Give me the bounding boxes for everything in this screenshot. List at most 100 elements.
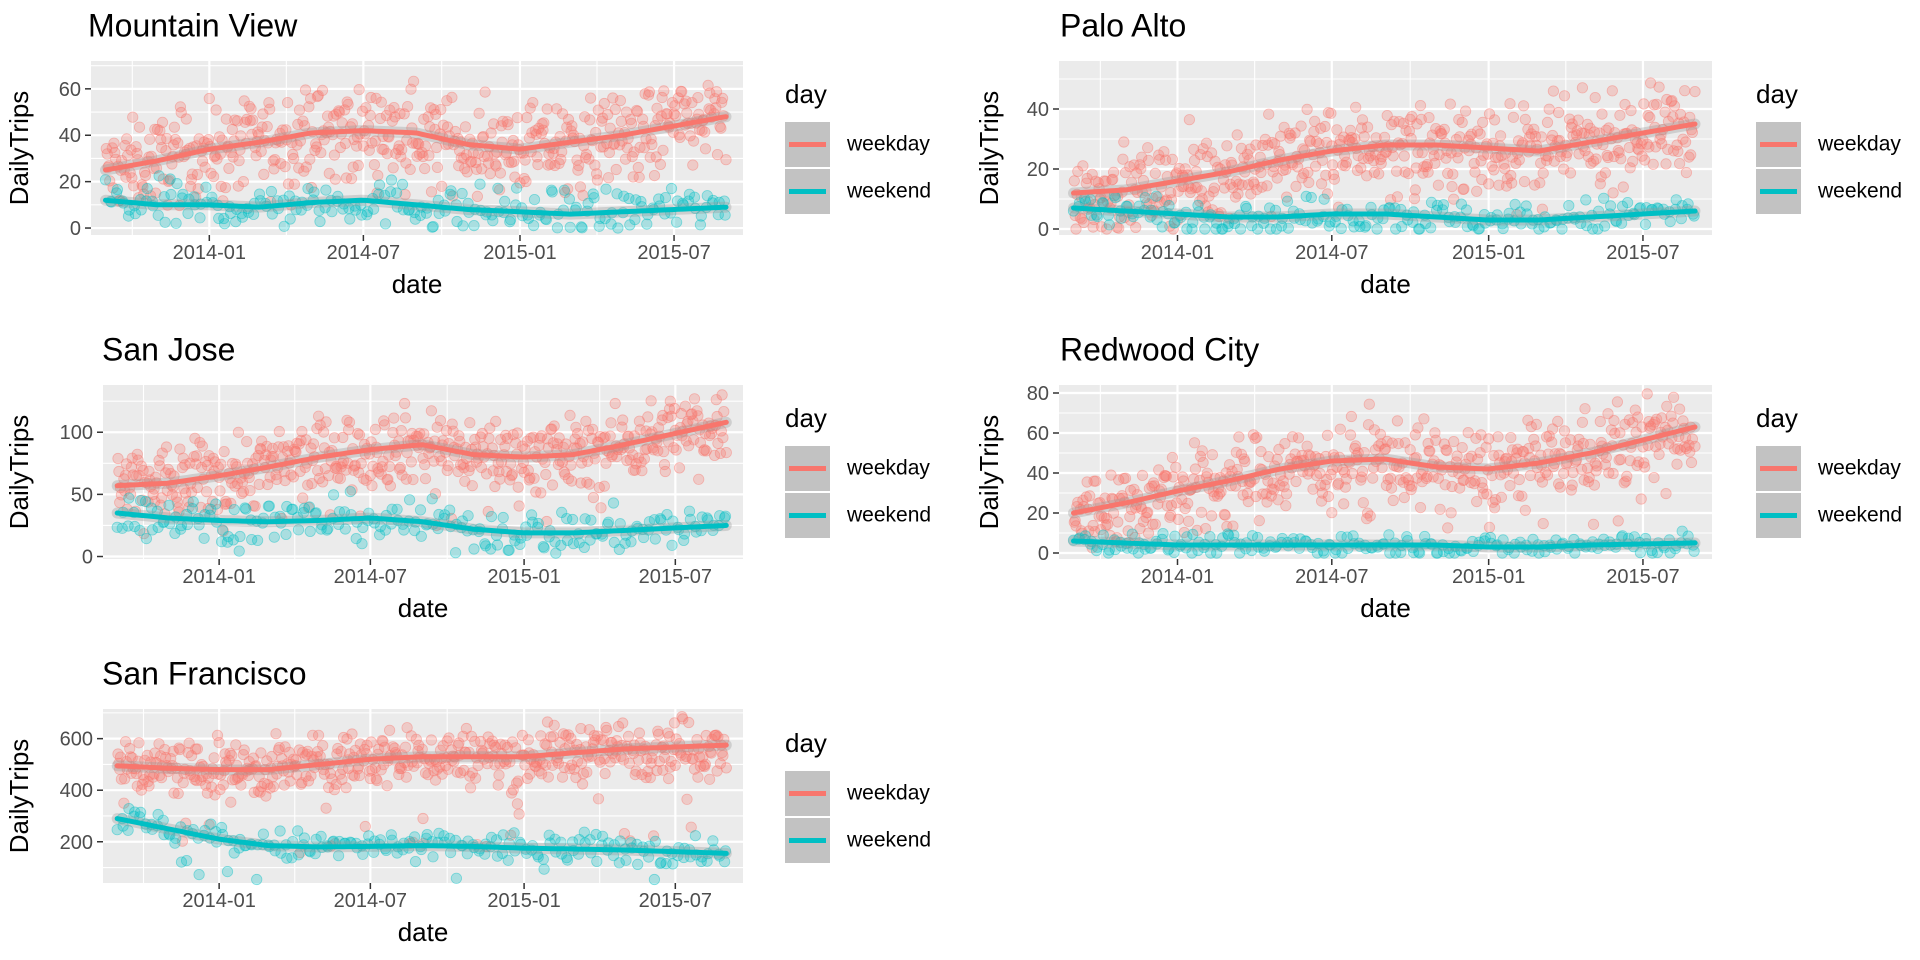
legend-label-weekday: weekday [1817, 457, 1901, 480]
data-point [687, 135, 700, 147]
data-point [1537, 167, 1549, 179]
data-point [1242, 179, 1254, 191]
data-point [265, 185, 277, 198]
data-point [656, 91, 668, 104]
data-point [528, 194, 541, 206]
data-point [644, 151, 656, 163]
data-point [198, 136, 210, 148]
data-point [1157, 527, 1169, 540]
data-point [649, 533, 661, 545]
data-point [1558, 467, 1570, 479]
data-point [315, 830, 327, 843]
data-point [443, 732, 455, 744]
data-point [218, 212, 230, 225]
data-point [484, 168, 496, 180]
data-point [689, 830, 702, 842]
data-point [1271, 172, 1283, 184]
data-point [522, 734, 534, 746]
data-point [502, 119, 514, 131]
data-point [396, 178, 409, 190]
data-point [651, 102, 663, 114]
data-point [274, 825, 286, 837]
data-point [1310, 160, 1322, 172]
data-point [612, 222, 624, 234]
data-point [371, 774, 383, 787]
data-point [566, 513, 579, 526]
data-point [387, 162, 399, 174]
data-point [450, 872, 462, 884]
data-point [361, 209, 373, 221]
data-point [1256, 181, 1268, 193]
data-point [469, 772, 482, 784]
data-point [1201, 150, 1213, 163]
data-point [241, 435, 253, 448]
data-point [1304, 135, 1317, 148]
data-point [1280, 500, 1292, 512]
y-axis-label: DailyTrips [4, 415, 34, 530]
data-point [600, 183, 612, 195]
data-point [442, 460, 454, 472]
data-point [1239, 455, 1251, 468]
data-point [392, 143, 404, 156]
data-point [1195, 185, 1208, 197]
data-point [199, 161, 211, 173]
data-point [527, 220, 540, 232]
data-point [565, 459, 577, 471]
data-point [343, 416, 356, 428]
data-point [333, 106, 346, 118]
data-point [401, 101, 414, 113]
data-point [1130, 221, 1142, 233]
data-point [1424, 445, 1436, 457]
data-point [226, 749, 238, 762]
data-point [131, 147, 143, 160]
data-point [228, 503, 240, 516]
data-point [532, 159, 544, 171]
data-point [1197, 456, 1209, 469]
data-point [355, 457, 367, 470]
data-point [414, 504, 427, 516]
y-tick-label: 40 [1027, 463, 1049, 485]
data-point [317, 739, 329, 752]
data-point [530, 128, 542, 140]
data-point [1296, 172, 1308, 184]
data-point [1241, 148, 1254, 160]
data-point [487, 118, 500, 130]
x-tick-label: 2014-01 [182, 890, 255, 912]
data-point [1689, 440, 1701, 452]
data-point [1385, 472, 1397, 484]
data-point [253, 188, 266, 200]
data-point [1165, 187, 1177, 199]
data-point [345, 173, 358, 185]
data-point [386, 115, 398, 127]
data-point [320, 416, 332, 428]
data-point [1358, 131, 1370, 143]
data-point [1328, 173, 1341, 185]
data-point [436, 180, 448, 192]
data-point [394, 108, 406, 120]
x-tick-label: 2015-07 [1606, 566, 1679, 588]
data-point [678, 98, 690, 110]
data-point [511, 427, 524, 439]
data-point [119, 139, 131, 152]
legend: day weekday weekend [785, 403, 931, 538]
data-point [1086, 168, 1098, 180]
data-point [388, 412, 400, 424]
data-point [187, 496, 199, 508]
data-point [574, 181, 587, 193]
data-point [1292, 432, 1305, 444]
data-point [426, 221, 438, 233]
x-tick-label: 2014-07 [334, 566, 407, 588]
data-point [558, 184, 570, 196]
data-point [356, 105, 369, 117]
data-point [1070, 223, 1082, 235]
data-point [389, 111, 401, 123]
data-point [455, 152, 467, 164]
data-point [666, 539, 678, 551]
data-point [203, 92, 215, 105]
data-point [562, 183, 574, 195]
data-point [163, 499, 175, 511]
x-tick-label: 2015-07 [1606, 242, 1679, 264]
data-point [1519, 504, 1531, 516]
data-point [1319, 120, 1331, 133]
data-point [1235, 142, 1248, 154]
